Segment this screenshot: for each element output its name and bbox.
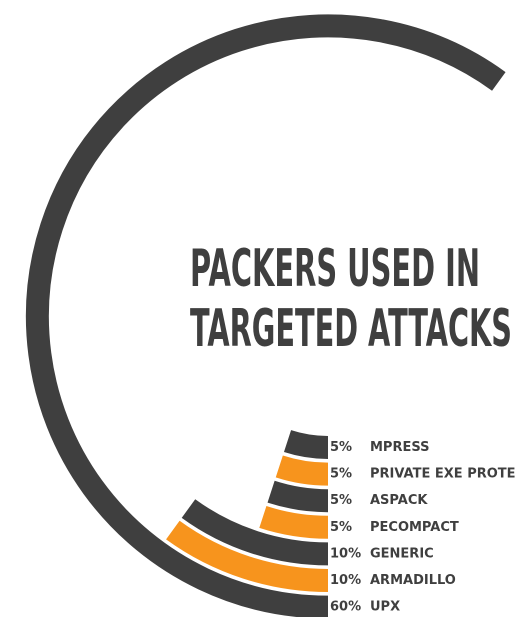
category-label: GENERIC: [370, 546, 434, 561]
chart-title: TARGETED ATTACKS: [190, 299, 512, 359]
category-label: PRIVATE EXE PROTEC: [370, 467, 516, 482]
radial-bar: [181, 499, 329, 566]
category-label: PECOMPACT: [370, 520, 459, 535]
radial-bar: [283, 430, 329, 459]
value-label: 10%: [330, 573, 361, 588]
category-label: MPRESS: [370, 440, 430, 455]
category-label: ASPACK: [370, 493, 428, 508]
value-label: 10%: [330, 546, 361, 561]
radial-bar: [25, 14, 506, 617]
radial-bar: [267, 480, 329, 513]
chart-title: PACKERS USED IN: [190, 239, 480, 299]
radial-bar: [259, 505, 329, 539]
value-label: 5%: [330, 493, 352, 508]
category-label: UPX: [370, 600, 400, 615]
radial-bar: [166, 520, 329, 592]
value-label: 5%: [330, 520, 352, 535]
value-label: 60%: [330, 600, 361, 615]
value-label: 5%: [330, 440, 352, 455]
radial-bar: [275, 455, 329, 486]
value-label: 5%: [330, 467, 352, 482]
category-label: ARMADILLO: [370, 573, 456, 588]
